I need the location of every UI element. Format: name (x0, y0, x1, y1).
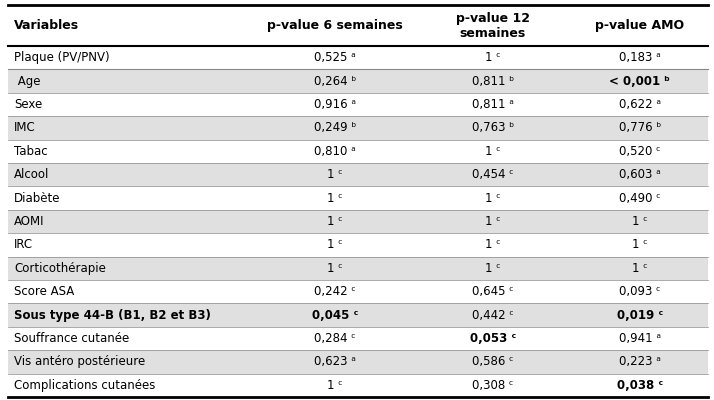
Text: 0,093 ᶜ: 0,093 ᶜ (619, 285, 660, 298)
Bar (8, 140, 708, 163)
Text: 0,622 ᵃ: 0,622 ᵃ (619, 98, 660, 111)
Text: 0,763 ᵇ: 0,763 ᵇ (472, 122, 514, 134)
Text: 1 ᶜ: 1 ᶜ (632, 215, 648, 228)
Text: 0,586 ᶜ: 0,586 ᶜ (472, 356, 513, 368)
Text: 1 ᶜ: 1 ᶜ (328, 379, 343, 392)
Text: 0,249 ᵇ: 0,249 ᵇ (314, 122, 356, 134)
Text: 0,490 ᶜ: 0,490 ᶜ (619, 192, 660, 205)
Text: IMC: IMC (14, 122, 36, 134)
Bar (8, 374, 708, 397)
Text: Diabète: Diabète (14, 192, 61, 205)
Text: p-value 6 semaines: p-value 6 semaines (267, 19, 403, 32)
Text: < 0,001 ᵇ: < 0,001 ᵇ (609, 75, 670, 88)
Bar (8, 210, 708, 233)
Text: Alcool: Alcool (14, 168, 49, 181)
Text: 0,053 ᶜ: 0,053 ᶜ (470, 332, 516, 345)
Text: 1 ᶜ: 1 ᶜ (632, 238, 648, 252)
Text: Age: Age (14, 75, 41, 88)
Text: 0,941 ᵃ: 0,941 ᵃ (619, 332, 660, 345)
Text: p-value 12
semaines: p-value 12 semaines (456, 12, 530, 40)
Text: Sous type 44-B (B1, B2 et B3): Sous type 44-B (B1, B2 et B3) (14, 309, 211, 322)
Text: p-value AMO: p-value AMO (595, 19, 684, 32)
Text: 0,242 ᶜ: 0,242 ᶜ (314, 285, 356, 298)
Text: Vis antéro postérieure: Vis antéro postérieure (14, 356, 145, 368)
Text: 0,308 ᶜ: 0,308 ᶜ (472, 379, 513, 392)
Text: 1 ᶜ: 1 ᶜ (632, 262, 648, 275)
Text: 1 ᶜ: 1 ᶜ (485, 192, 501, 205)
Text: Tabac: Tabac (14, 145, 48, 158)
Text: 0,284 ᶜ: 0,284 ᶜ (314, 332, 356, 345)
Text: 0,811 ᵇ: 0,811 ᵇ (472, 75, 514, 88)
Text: 0,525 ᵃ: 0,525 ᵃ (314, 51, 356, 64)
Text: Complications cutanées: Complications cutanées (14, 379, 156, 392)
Text: Score ASA: Score ASA (14, 285, 74, 298)
Text: 0,603 ᵃ: 0,603 ᵃ (619, 168, 660, 181)
Bar (8, 257, 708, 280)
Text: 1 ᶜ: 1 ᶜ (485, 51, 501, 64)
Text: 0,038 ᶜ: 0,038 ᶜ (617, 379, 663, 392)
Bar (8, 327, 708, 350)
Text: 1 ᶜ: 1 ᶜ (328, 192, 343, 205)
Text: Sexe: Sexe (14, 98, 42, 111)
Text: AOMI: AOMI (14, 215, 44, 228)
Text: 1 ᶜ: 1 ᶜ (328, 168, 343, 181)
Text: 1 ᶜ: 1 ᶜ (485, 145, 501, 158)
Text: 0,019 ᶜ: 0,019 ᶜ (617, 309, 663, 322)
Bar (8, 280, 708, 304)
Bar (8, 116, 708, 140)
Text: 0,264 ᵇ: 0,264 ᵇ (314, 75, 356, 88)
Text: 1 ᶜ: 1 ᶜ (485, 262, 501, 275)
Text: 0,776 ᵇ: 0,776 ᵇ (618, 122, 661, 134)
Bar (8, 186, 708, 210)
Text: IRC: IRC (14, 238, 33, 252)
Text: 0,454 ᶜ: 0,454 ᶜ (472, 168, 513, 181)
Text: Variables: Variables (14, 19, 79, 32)
Text: 0,645 ᶜ: 0,645 ᶜ (472, 285, 513, 298)
Text: Corticothérapie: Corticothérapie (14, 262, 106, 275)
Text: 0,520 ᶜ: 0,520 ᶜ (619, 145, 660, 158)
Text: 1 ᶜ: 1 ᶜ (485, 238, 501, 252)
Text: 0,183 ᵃ: 0,183 ᵃ (619, 51, 660, 64)
Bar (8, 350, 708, 374)
Text: 0,623 ᵃ: 0,623 ᵃ (314, 356, 356, 368)
Text: 0,223 ᵃ: 0,223 ᵃ (619, 356, 660, 368)
Bar (8, 233, 708, 257)
Text: 1 ᶜ: 1 ᶜ (328, 215, 343, 228)
Text: 0,811 ᵃ: 0,811 ᵃ (472, 98, 513, 111)
Text: 0,810 ᵃ: 0,810 ᵃ (314, 145, 356, 158)
Text: 1 ᶜ: 1 ᶜ (328, 262, 343, 275)
Text: 1 ᶜ: 1 ᶜ (485, 215, 501, 228)
Text: 0,442 ᶜ: 0,442 ᶜ (472, 309, 513, 322)
Text: Souffrance cutanée: Souffrance cutanée (14, 332, 129, 345)
Bar (8, 93, 708, 116)
Text: 1 ᶜ: 1 ᶜ (328, 238, 343, 252)
Bar (8, 46, 708, 70)
Bar (8, 163, 708, 186)
Text: 0,916 ᵃ: 0,916 ᵃ (314, 98, 356, 111)
Text: 0,045 ᶜ: 0,045 ᶜ (312, 309, 358, 322)
Text: Plaque (PV/PNV): Plaque (PV/PNV) (14, 51, 110, 64)
Bar (8, 70, 708, 93)
Bar (8, 304, 708, 327)
